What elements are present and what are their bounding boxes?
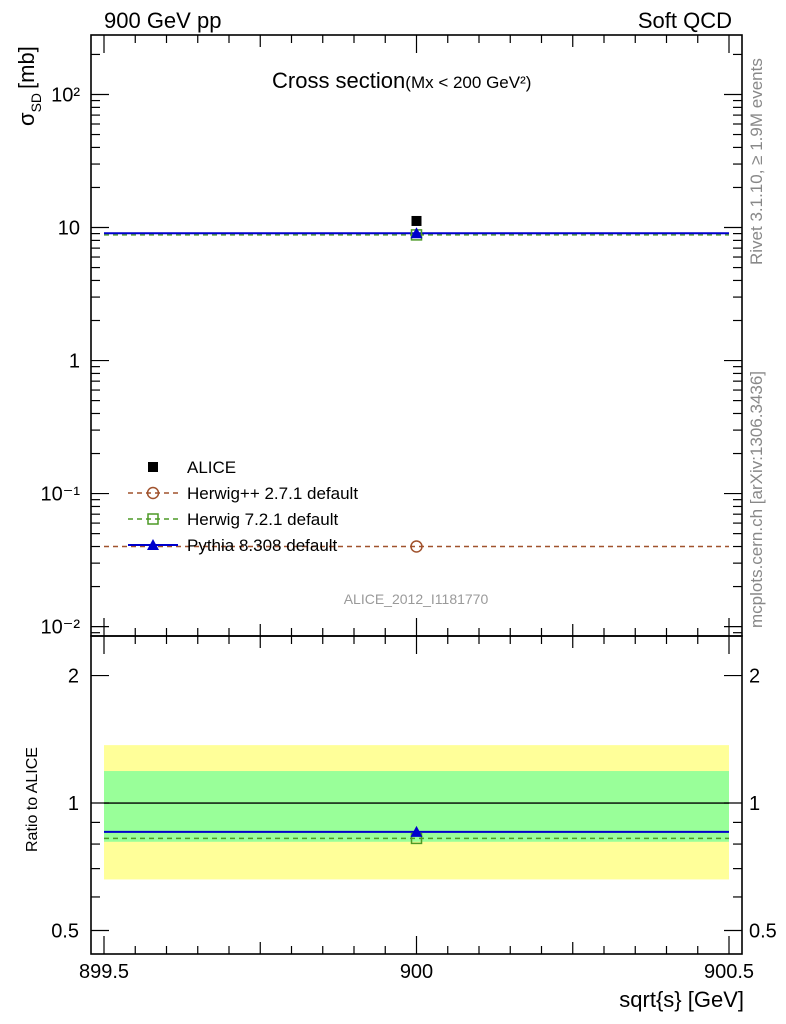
axis-ticks xyxy=(91,35,742,954)
main-ylabel: σSD [mb] xyxy=(14,46,44,126)
x-tick-label: 900.5 xyxy=(704,961,754,983)
ratio-y-tick-label-right: 1 xyxy=(749,793,760,815)
x-tick-label: 900 xyxy=(400,961,433,983)
ratio-y-tick-label-left: 0.5 xyxy=(51,920,79,942)
analysis-watermark: ALICE_2012_I1181770 xyxy=(344,591,489,607)
main-y-tick-label: 10 xyxy=(58,218,80,240)
ratio-y-tick-label-right: 0.5 xyxy=(749,920,777,942)
ratio-bands xyxy=(104,745,729,880)
main-point-pythia-8-308-default xyxy=(410,227,423,239)
main-title-sub: (Mx < 200 GeV²) xyxy=(405,73,531,92)
legend: ALICE Herwig++ 2.7.1 default Herwig 7.2.1 … xyxy=(128,458,358,555)
legend-label-herwig-2-7-1-default: Herwig++ 2.7.1 default xyxy=(187,484,358,503)
mcplots-label: mcplots.cern.ch [arXiv:1306.3436] xyxy=(747,371,766,628)
legend-label-herwig-7-2-1-default: Herwig 7.2.1 default xyxy=(187,510,338,529)
main-title: Cross section(Mx < 200 GeV²) xyxy=(272,68,531,93)
x-axis-label: sqrt{s} [GeV] xyxy=(619,987,744,1012)
ratio-point-pythia-8-308-default xyxy=(410,825,423,837)
main-point-herwig-2-7-1-default xyxy=(410,540,423,553)
legend-label-pythia-8-308-default: Pythia 8.308 default xyxy=(187,536,338,555)
main-y-tick-label: 10² xyxy=(51,84,80,106)
legend-marker-alice xyxy=(148,462,158,472)
main-point-alice xyxy=(411,215,422,226)
legend-label-alice: ALICE xyxy=(187,458,236,477)
main-ylabel-unit: [mb] xyxy=(14,46,39,89)
ratio-y-tick-label-left: 2 xyxy=(68,666,79,688)
tick-labels: 10⁻² 10⁻¹ 1 10 10² 0.5 0.5 1 1 2 2 899.5 900 900.5 xyxy=(41,84,777,983)
main-y-tick-label: 1 xyxy=(69,351,80,373)
ratio-y-tick-label-right: 2 xyxy=(749,666,760,688)
header-left: 900 GeV pp xyxy=(104,8,221,33)
main-ylabel-symbol: σ xyxy=(14,112,39,126)
rivet-label: Rivet 3.1.10, ≥ 1.9M events xyxy=(747,58,766,265)
main-ylabel-sub: SD xyxy=(28,93,44,112)
main-y-tick-label: 10⁻² xyxy=(41,617,81,639)
ratio-plot-frame xyxy=(90,635,743,955)
legend-marker-pythia-8-308-default xyxy=(147,539,159,550)
main-title-text: Cross section xyxy=(272,68,405,93)
ratio-y-tick-label-left: 1 xyxy=(68,793,79,815)
header-right: Soft QCD xyxy=(638,8,732,33)
ratio-ylabel: Ratio to ALICE xyxy=(24,747,41,852)
legend-marker-herwig-7-2-1-default xyxy=(147,513,159,525)
x-tick-label: 899.5 xyxy=(79,961,129,983)
data-markers xyxy=(410,215,423,845)
legend-marker-herwig-2-7-1-default xyxy=(146,486,160,500)
main-y-tick-label: 10⁻¹ xyxy=(41,484,81,506)
